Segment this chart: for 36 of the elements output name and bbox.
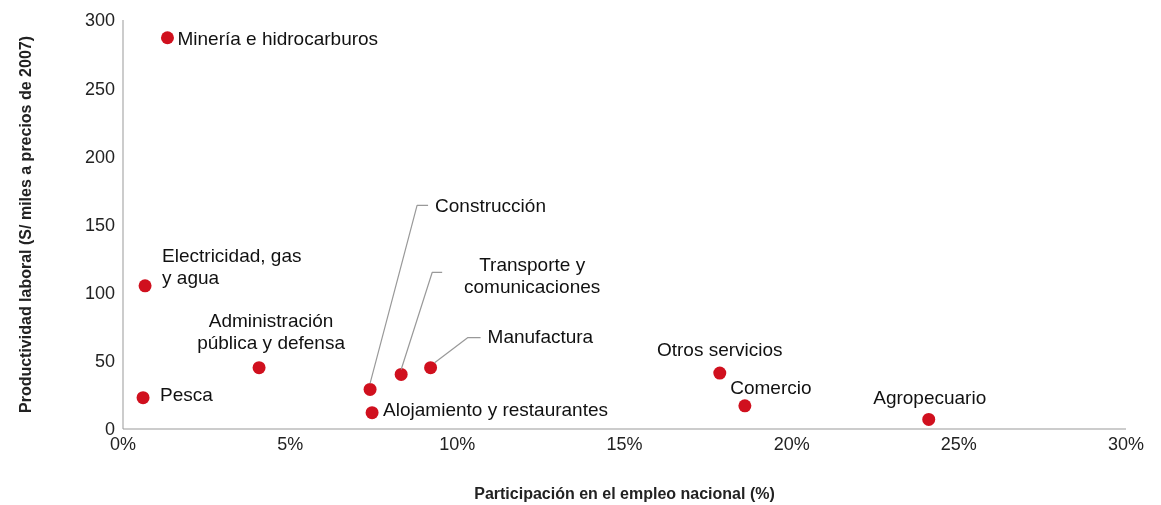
y-axis-title: Productividad laboral (S/ miles a precios de 2007): [16, 35, 34, 414]
annotation: Pesca: [160, 383, 214, 405]
point: [394, 367, 408, 381]
y-tick-label: 300: [84, 10, 115, 31]
point: [136, 391, 150, 405]
annotation: Administración pública y defensa: [197, 309, 346, 353]
point: [252, 361, 266, 375]
x-tick-label: 20%: [773, 433, 810, 454]
y-tick-label: 250: [84, 78, 115, 99]
point: [363, 382, 377, 396]
x-axis-title: Participación en el empleo nacional (%): [474, 485, 775, 502]
point: [713, 366, 727, 380]
point: [138, 279, 152, 293]
annotation: Construcción: [435, 194, 546, 216]
point: [160, 31, 174, 45]
annotation: Transporte y comunicaciones: [464, 253, 601, 297]
x-tick-label: 5%: [277, 433, 304, 454]
x-tick-label: 10%: [439, 433, 476, 454]
annotation: Minería e hidrocarburos: [177, 27, 379, 49]
point: [424, 361, 438, 375]
y-tick-label: 150: [84, 214, 115, 235]
point: [738, 399, 752, 413]
annotation: Comercio: [730, 376, 812, 398]
x-tick-label: 15%: [606, 433, 643, 454]
x-tick-label: 25%: [940, 433, 977, 454]
y-tick-label: 100: [84, 283, 115, 304]
annotation: Alojamiento y restaurantes: [383, 398, 609, 420]
x-tick-label: 30%: [1107, 433, 1145, 454]
annotation: Otros servicios: [656, 338, 783, 360]
y-tick-label: 200: [84, 146, 115, 167]
point: [365, 406, 379, 420]
annotation: Manufactura: [487, 325, 594, 347]
annotation: Electricidad, gas y agua: [162, 244, 302, 288]
y-tick-label: 50: [94, 351, 115, 372]
annotation: Agropecuario: [873, 386, 987, 408]
point: [922, 412, 936, 426]
